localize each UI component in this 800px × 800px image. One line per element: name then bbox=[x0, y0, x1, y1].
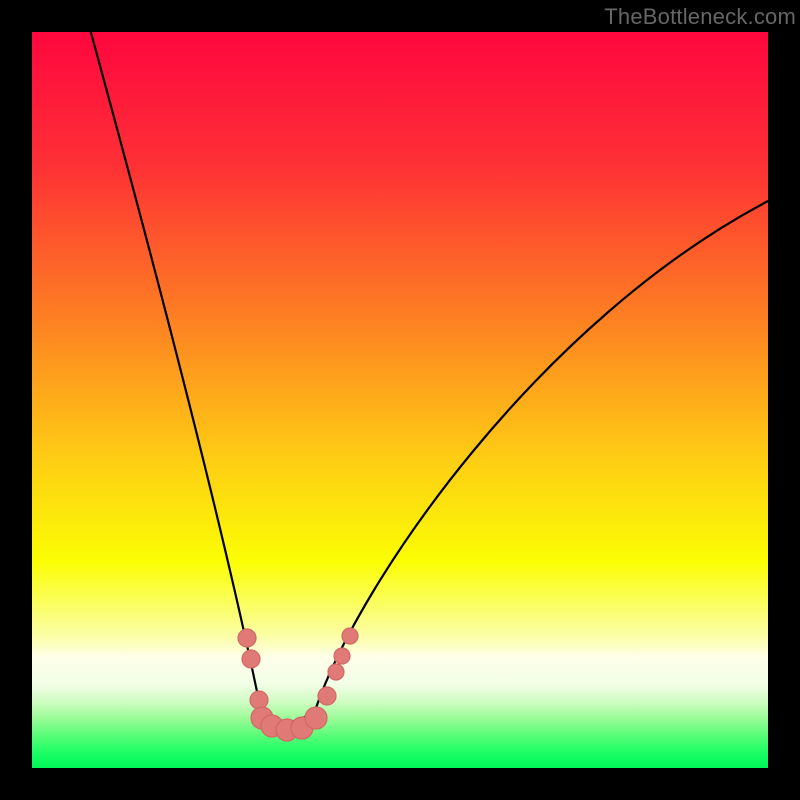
chart-frame: TheBottleneck.com bbox=[0, 0, 800, 800]
plot-area bbox=[32, 32, 768, 768]
watermark-text: TheBottleneck.com bbox=[604, 4, 796, 30]
